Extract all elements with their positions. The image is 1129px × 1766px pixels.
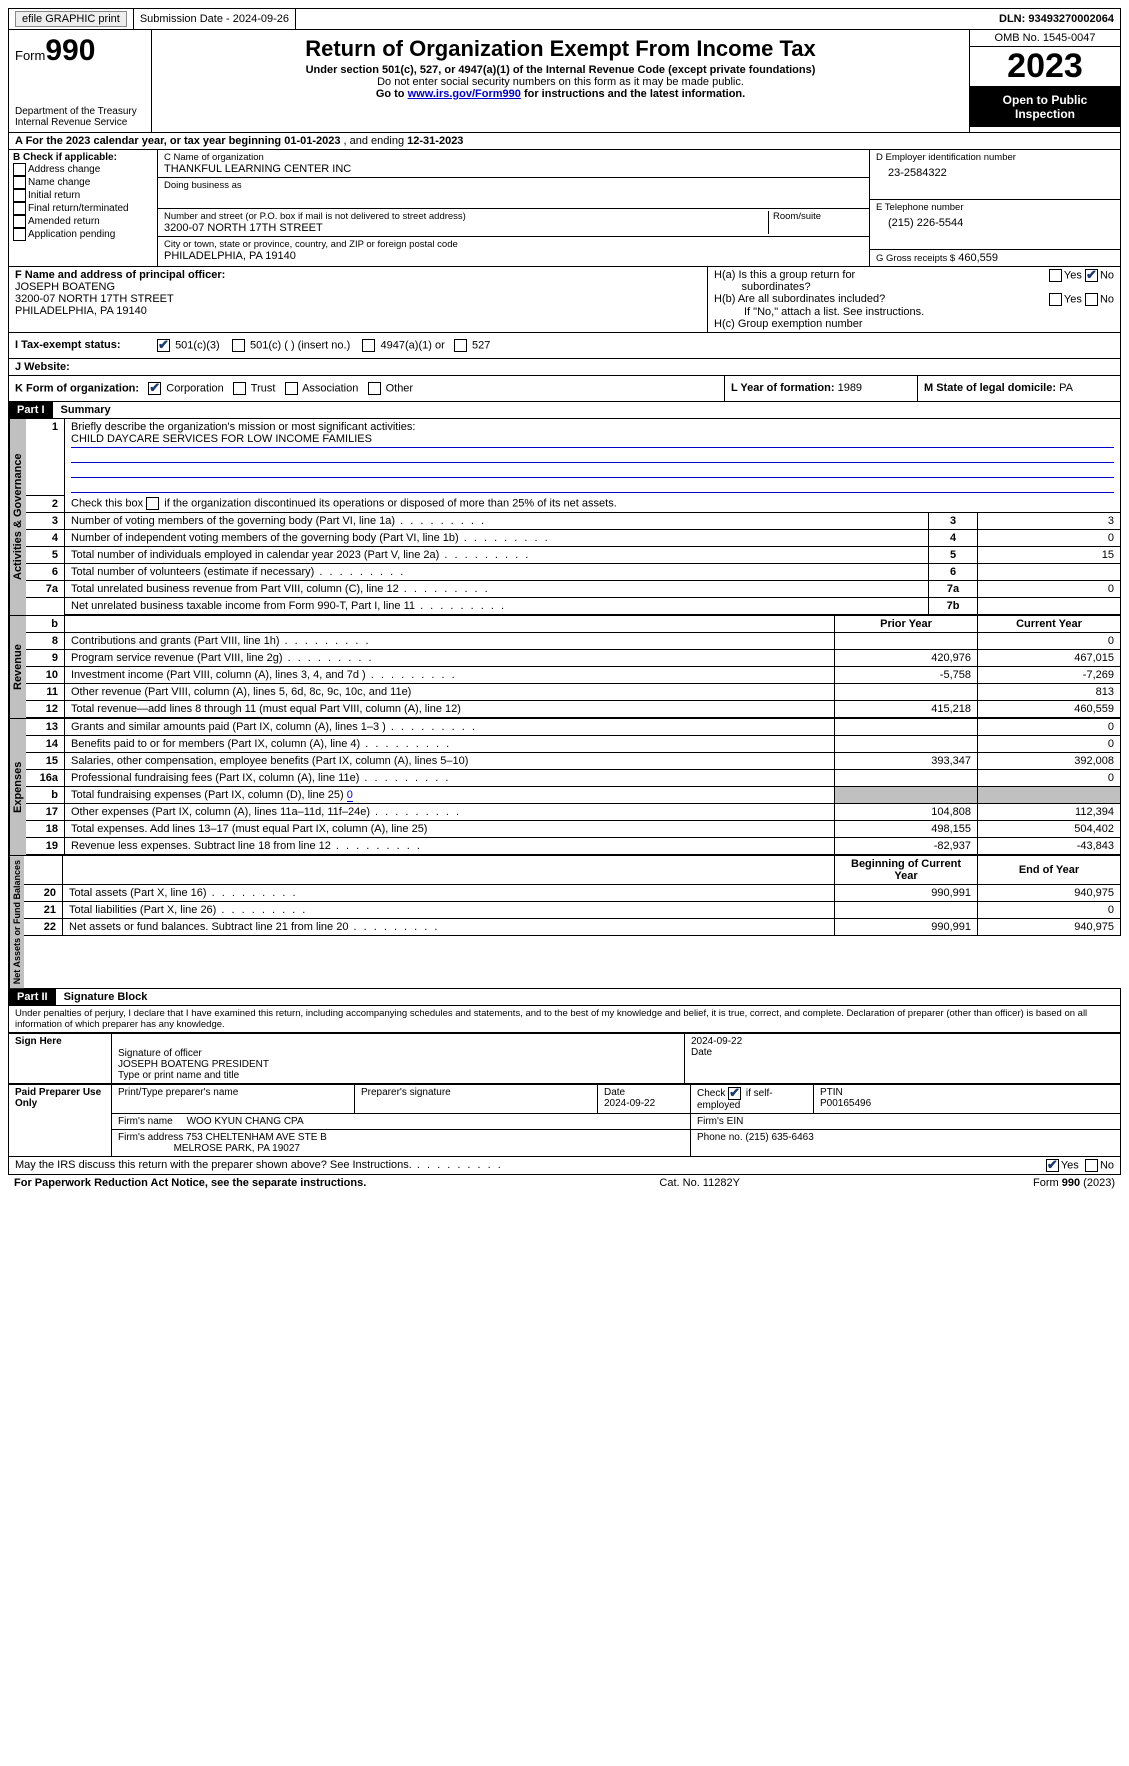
top-bar: efile GRAPHIC print Submission Date - 20… [8, 8, 1121, 30]
submission-date: Submission Date - 2024-09-26 [134, 9, 296, 29]
chk-name-change[interactable] [13, 176, 26, 189]
irs-link[interactable]: www.irs.gov/Form990 [408, 88, 521, 100]
hb-label: H(b) Are all subordinates included? [714, 293, 1049, 306]
open-inspection: Open to Public Inspection [970, 87, 1120, 127]
g-label: G Gross receipts $ [876, 253, 955, 264]
j-website: J Website: [8, 359, 1121, 376]
e-label: E Telephone number [876, 202, 1114, 213]
chk-app-pending[interactable] [13, 228, 26, 241]
officer-name: JOSEPH BOATENG [15, 281, 701, 293]
chk-4947[interactable] [362, 339, 375, 352]
room-label: Room/suite [768, 211, 863, 234]
tab-activities-governance: Activities & Governance [9, 419, 26, 615]
chk-corp[interactable] [148, 382, 161, 395]
addr-label: Number and street (or P.O. box if mail i… [164, 211, 768, 222]
tab-expenses: Expenses [9, 719, 26, 855]
form-title: Return of Organization Exempt From Incom… [158, 36, 963, 62]
chk-final-return[interactable] [13, 202, 26, 215]
efile-print-button[interactable]: efile GRAPHIC print [15, 11, 127, 27]
tax-year: 2023 [970, 47, 1120, 87]
ha-label: H(a) Is this a group return for subordin… [714, 269, 1049, 293]
i-label: I Tax-exempt status: [9, 333, 151, 358]
dba-label: Doing business as [164, 180, 863, 191]
chk-self-employed[interactable] [728, 1087, 741, 1100]
officer-addr1: 3200-07 NORTH 17TH STREET [15, 293, 701, 305]
chk-trust[interactable] [233, 382, 246, 395]
ein: 23-2584322 [876, 163, 1114, 179]
m-state: M State of legal domicile: PA [917, 376, 1120, 401]
chk-discuss-no[interactable] [1085, 1159, 1098, 1172]
chk-501c3[interactable] [157, 339, 170, 352]
d-label: D Employer identification number [876, 152, 1114, 163]
form-number: Form990 [15, 34, 145, 68]
c-name-label: C Name of organization [164, 152, 863, 163]
summary-governance-table: 1Briefly describe the organization's mis… [26, 419, 1121, 615]
chk-501c[interactable] [232, 339, 245, 352]
officer-addr2: PHILADELPHIA, PA 19140 [15, 305, 701, 317]
chk-assoc[interactable] [285, 382, 298, 395]
chk-hb-yes[interactable] [1049, 293, 1062, 306]
chk-discontinued[interactable] [146, 497, 159, 510]
city-label: City or town, state or province, country… [164, 239, 863, 250]
summary-expenses-table: 13Grants and similar amounts paid (Part … [26, 719, 1121, 855]
dln: DLN: 93493270002064 [993, 9, 1120, 29]
sign-here-table: Sign Here Signature of officerJOSEPH BOA… [8, 1033, 1121, 1084]
chk-527[interactable] [454, 339, 467, 352]
chk-ha-no[interactable] [1085, 269, 1098, 282]
chk-other[interactable] [368, 382, 381, 395]
part2-header: Part II [9, 989, 56, 1005]
omb-number: OMB No. 1545-0047 [970, 30, 1120, 47]
org-name: THANKFUL LEARNING CENTER INC [164, 163, 863, 175]
chk-discuss-yes[interactable] [1046, 1159, 1059, 1172]
hb-note: If "No," attach a list. See instructions… [714, 306, 1114, 318]
summary-revenue-table: bPrior YearCurrent Year 8Contributions a… [26, 616, 1121, 718]
box-b: B Check if applicable: Address change Na… [9, 150, 158, 266]
chk-address-change[interactable] [13, 163, 26, 176]
org-address: 3200-07 NORTH 17TH STREET [164, 222, 768, 234]
telephone: (215) 226-5544 [876, 213, 1114, 229]
tab-net-assets: Net Assets or Fund Balances [9, 856, 24, 988]
discuss-row: May the IRS discuss this return with the… [8, 1157, 1121, 1175]
irs-label: Internal Revenue Service [15, 117, 145, 128]
dept-treasury: Department of the Treasury [15, 106, 145, 117]
l-year: L Year of formation: 1989 [724, 376, 917, 401]
part2-title: Signature Block [56, 989, 156, 1005]
line-a: A For the 2023 calendar year, or tax yea… [8, 133, 1121, 150]
subtitle-1: Under section 501(c), 527, or 4947(a)(1)… [158, 64, 963, 76]
k-form-org: K Form of organization: Corporation Trus… [9, 376, 724, 401]
hc-label: H(c) Group exemption number [714, 318, 1114, 330]
form-header: Form990 Department of the Treasury Inter… [8, 30, 1121, 133]
chk-initial-return[interactable] [13, 189, 26, 202]
subtitle-2: Do not enter social security numbers on … [158, 76, 963, 88]
sign-here-label: Sign Here [9, 1034, 112, 1084]
chk-ha-yes[interactable] [1049, 269, 1062, 282]
chk-amended[interactable] [13, 215, 26, 228]
paid-preparer-table: Paid Preparer Use Only Print/Type prepar… [8, 1084, 1121, 1157]
footer: For Paperwork Reduction Act Notice, see … [8, 1175, 1121, 1191]
gross-receipts: 460,559 [958, 252, 998, 264]
perjury-declaration: Under penalties of perjury, I declare th… [8, 1006, 1121, 1033]
subtitle-3: Go to www.irs.gov/Form990 for instructio… [158, 88, 963, 100]
part1-title: Summary [53, 402, 119, 418]
org-city: PHILADELPHIA, PA 19140 [164, 250, 863, 262]
paid-preparer-label: Paid Preparer Use Only [9, 1085, 112, 1157]
chk-hb-no[interactable] [1085, 293, 1098, 306]
part1-header: Part I [9, 402, 53, 418]
tab-revenue: Revenue [9, 616, 26, 718]
summary-netassets-table: Beginning of Current YearEnd of Year 20T… [24, 856, 1121, 936]
f-label: F Name and address of principal officer: [15, 269, 701, 281]
